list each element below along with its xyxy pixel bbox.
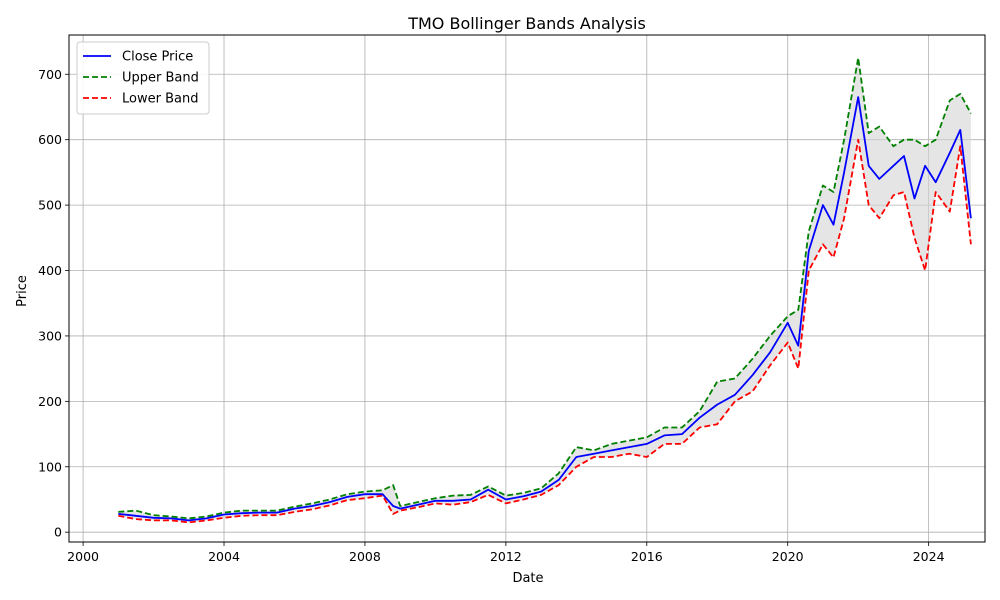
y-tick-label: 500 xyxy=(38,198,62,213)
x-tick-label: 2024 xyxy=(913,549,945,564)
y-tick-label: 100 xyxy=(38,459,62,474)
x-axis: 2000 2004 2008 2012 2016 2020 2024 xyxy=(67,542,945,564)
series-lines xyxy=(118,57,972,524)
legend-label: Close Price xyxy=(122,50,193,65)
x-tick-label: 2012 xyxy=(490,549,522,564)
x-axis-title: Date xyxy=(512,571,543,586)
plot-area xyxy=(68,34,986,543)
y-tick-label: 300 xyxy=(38,328,62,343)
x-tick-label: 2020 xyxy=(772,549,804,564)
y-tick-label: 600 xyxy=(38,132,62,147)
chart-title: TMO Bollinger Bands Analysis xyxy=(407,14,646,33)
y-axis: 0 100 200 300 400 500 600 700 xyxy=(38,67,69,540)
y-tick-label: 200 xyxy=(38,394,62,409)
x-tick-label: 2000 xyxy=(67,549,99,564)
y-tick-label: 0 xyxy=(54,525,62,540)
grid xyxy=(69,35,985,542)
y-tick-label: 700 xyxy=(38,67,62,82)
x-tick-label: 2004 xyxy=(208,549,240,564)
legend-box xyxy=(76,41,210,115)
y-axis-title: Price xyxy=(15,275,30,307)
series-line-upper-band xyxy=(118,57,972,520)
plot-frame xyxy=(68,34,986,543)
x-tick-label: 2008 xyxy=(349,549,381,564)
legend: Close Price Upper Band Lower Band xyxy=(76,41,210,115)
legend-label: Lower Band xyxy=(122,92,198,107)
y-tick-label: 400 xyxy=(38,263,62,278)
x-tick-label: 2016 xyxy=(631,549,663,564)
series-line-lower-band xyxy=(118,138,972,524)
legend-label: Upper Band xyxy=(122,71,199,86)
series-line-close-price xyxy=(118,96,972,522)
